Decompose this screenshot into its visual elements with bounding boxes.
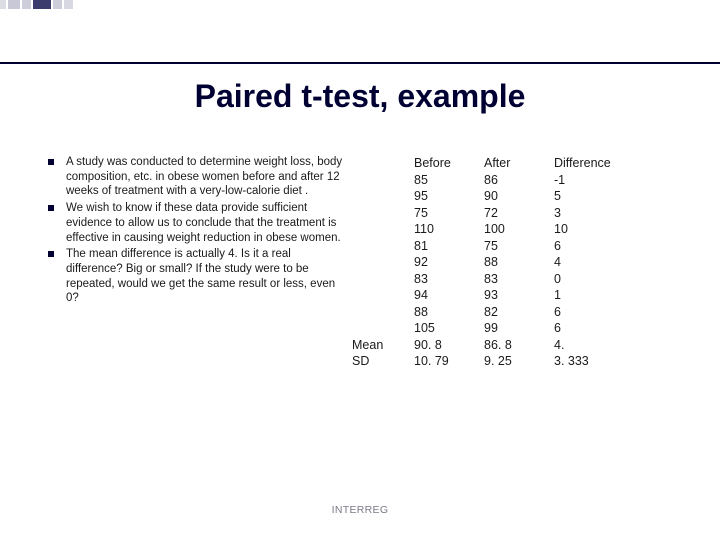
cell: 93 — [484, 287, 546, 304]
cell: 105 — [414, 320, 476, 337]
before-column: Before 85 95 75 110 81 92 83 94 88 105 9… — [410, 155, 480, 370]
bullet-list: A study was conducted to determine weigh… — [48, 155, 348, 370]
after-column: After 86 90 72 100 75 88 83 93 82 99 86.… — [480, 155, 550, 370]
cell: 75 — [484, 238, 546, 255]
cell: 85 — [414, 172, 476, 189]
cell: 90. 8 — [414, 337, 476, 354]
page-title: Paired t-test, example — [0, 78, 720, 115]
content: A study was conducted to determine weigh… — [48, 155, 702, 370]
header-decor — [0, 0, 73, 9]
cell: 81 — [414, 238, 476, 255]
list-item: We wish to know if these data provide su… — [48, 201, 348, 245]
cell: 0 — [554, 271, 646, 288]
cell: 6 — [554, 304, 646, 321]
cell: 90 — [484, 188, 546, 205]
list-item: A study was conducted to determine weigh… — [48, 155, 348, 199]
row-label-column: Mean SD — [348, 155, 410, 370]
cell: 6 — [554, 238, 646, 255]
cell: 83 — [484, 271, 546, 288]
mean-label: Mean — [352, 337, 406, 354]
cell: 72 — [484, 205, 546, 222]
cell: 1 — [554, 287, 646, 304]
sd-label: SD — [352, 353, 406, 370]
header-underline — [0, 62, 720, 64]
cell: 95 — [414, 188, 476, 205]
cell: 88 — [484, 254, 546, 271]
cell: 6 — [554, 320, 646, 337]
list-item: The mean difference is actually 4. Is it… — [48, 247, 348, 306]
col-header: Difference — [554, 155, 646, 172]
cell: 4. — [554, 337, 646, 354]
cell: 3 — [554, 205, 646, 222]
footer-label: INTERREG — [0, 504, 720, 516]
col-header: After — [484, 155, 546, 172]
col-header: Before — [414, 155, 476, 172]
data-table: Mean SD Before 85 95 75 110 81 92 83 94 … — [348, 155, 702, 370]
cell: 3. 333 — [554, 353, 646, 370]
cell: 110 — [414, 221, 476, 238]
cell: 88 — [414, 304, 476, 321]
cell: 86. 8 — [484, 337, 546, 354]
cell: 9. 25 — [484, 353, 546, 370]
cell: 5 — [554, 188, 646, 205]
cell: 99 — [484, 320, 546, 337]
cell: 92 — [414, 254, 476, 271]
cell: 82 — [484, 304, 546, 321]
cell: 86 — [484, 172, 546, 189]
cell: 75 — [414, 205, 476, 222]
cell: 10. 79 — [414, 353, 476, 370]
cell: 10 — [554, 221, 646, 238]
cell: 94 — [414, 287, 476, 304]
cell: 83 — [414, 271, 476, 288]
cell: -1 — [554, 172, 646, 189]
cell: 4 — [554, 254, 646, 271]
cell: 100 — [484, 221, 546, 238]
difference-column: Difference -1 5 3 10 6 4 0 1 6 6 4. 3. 3… — [550, 155, 650, 370]
